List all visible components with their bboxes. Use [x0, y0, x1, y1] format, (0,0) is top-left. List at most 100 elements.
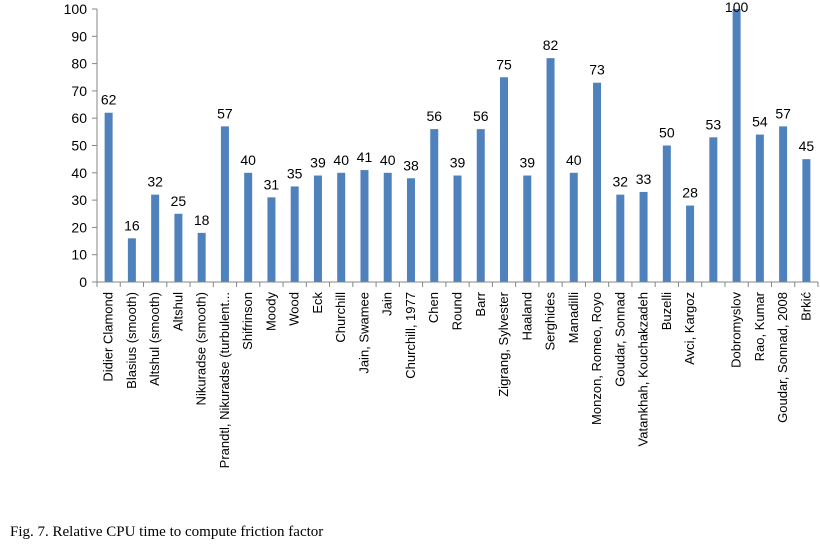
x-tick-label: Didier Clamond — [101, 292, 116, 382]
x-tick-label: Goudar, Sonnad — [612, 292, 627, 387]
data-label: 56 — [473, 108, 489, 124]
data-label: 50 — [659, 125, 675, 141]
data-label: 41 — [357, 149, 373, 165]
bar — [151, 194, 160, 282]
data-label: 32 — [147, 174, 163, 190]
x-tick-label: Manadilli — [566, 292, 581, 343]
y-tick-label: 50 — [71, 138, 87, 154]
bar — [639, 191, 648, 282]
x-tick-label: Nikuradse (smooth) — [194, 292, 209, 405]
data-label: 35 — [287, 165, 303, 181]
x-tick-label: Jain — [380, 292, 395, 316]
data-label: 38 — [403, 157, 419, 173]
x-tick-label: Chen — [426, 292, 441, 323]
bar — [290, 186, 299, 282]
x-tick-label: Churchill — [333, 292, 348, 343]
data-label: 18 — [194, 212, 210, 228]
y-tick-label: 100 — [64, 1, 88, 17]
data-label: 40 — [566, 152, 582, 168]
data-label: 40 — [380, 152, 396, 168]
x-tick-label: Round — [450, 292, 465, 330]
bar — [244, 172, 253, 282]
bar — [569, 172, 578, 282]
x-tick-label: Moody — [263, 292, 278, 332]
bar — [593, 82, 602, 283]
x-tick-label: Haaland — [519, 292, 534, 340]
x-tick-label: Shifrinson — [240, 292, 255, 350]
x-tick-label: Monzon, Romeo, Royo — [589, 292, 604, 425]
bar — [779, 126, 788, 282]
data-label: 73 — [589, 62, 605, 78]
data-label: 25 — [171, 193, 187, 209]
bar — [337, 172, 346, 282]
figure-caption: Fig. 7. Relative CPU time to compute fri… — [10, 524, 324, 540]
y-tick-label: 30 — [71, 192, 87, 208]
bar — [523, 175, 532, 282]
bar — [732, 9, 741, 282]
y-tick-label: 60 — [71, 110, 87, 126]
x-tick-label: Rao, Kumar — [752, 291, 767, 361]
x-tick-label: Barr — [473, 291, 488, 316]
bar — [476, 129, 485, 282]
y-tick-label: 40 — [71, 165, 87, 181]
x-tick-label: Dobromyslov — [729, 292, 744, 368]
x-tick-label: Altshul — [170, 292, 185, 331]
y-tick-label: 0 — [79, 274, 87, 290]
data-label: 53 — [706, 116, 722, 132]
data-label: 32 — [613, 174, 629, 190]
data-label: 39 — [450, 155, 466, 171]
bar — [383, 172, 392, 282]
y-tick-label: 20 — [71, 219, 87, 235]
x-tick-label: Eck — [310, 292, 325, 314]
bar-chart: 0 10 20 30 40 50 60 70 80 90 100 62 16 32 25 18 57 40 31 3… — [64, 0, 819, 468]
data-label: 28 — [682, 185, 698, 201]
bar — [616, 194, 625, 282]
data-label: 57 — [775, 105, 791, 121]
bar — [127, 238, 136, 282]
data-label: 75 — [496, 56, 512, 72]
bar — [709, 137, 718, 282]
y-tick-label: 90 — [71, 28, 87, 44]
y-tick-label: 80 — [71, 56, 87, 72]
data-label: 100 — [725, 0, 749, 15]
y-tick-label: 10 — [71, 247, 87, 263]
x-tick-label: Goudar, Sonnad, 2008 — [775, 292, 790, 423]
x-tick-label: Brkić — [798, 292, 813, 321]
y-axis: 0 10 20 30 40 50 60 70 80 90 100 — [64, 1, 97, 290]
bar — [686, 205, 695, 282]
x-tick-label: Avci, Kargoz — [682, 292, 697, 365]
data-label: 33 — [636, 171, 652, 187]
bar — [360, 170, 369, 282]
x-tick-label: Churchill, 1977 — [403, 292, 418, 379]
data-label: 45 — [799, 138, 815, 154]
x-tick-label: Buzelli — [659, 292, 674, 330]
x-tick-label: Wood — [287, 292, 302, 326]
data-label: 31 — [264, 176, 280, 192]
x-tick-label: Altshul (smooth) — [147, 292, 162, 386]
bar — [267, 197, 276, 282]
data-label: 62 — [101, 92, 117, 108]
x-tick-label: Zigrang, Sylvester — [496, 291, 511, 396]
bar — [104, 112, 113, 283]
bar — [220, 126, 229, 282]
data-label: 56 — [426, 108, 442, 124]
bar — [500, 77, 509, 282]
bar — [802, 159, 811, 282]
x-tick-label: Vatankhah, Kouchakzadeh — [636, 292, 651, 446]
x-tick-label: Prandtl, Nikuradse (turbulent... — [217, 292, 232, 468]
bar — [406, 178, 415, 282]
x-axis: Didier Clamond Blasius (smooth) Altshul (s… — [96, 282, 819, 468]
data-label: 57 — [217, 105, 233, 121]
y-tick-label: 70 — [71, 83, 87, 99]
data-label: 82 — [543, 37, 559, 53]
x-tick-label: Serghides — [543, 292, 558, 351]
data-labels: 62 16 32 25 18 57 40 31 35 39 40 41 40 38 56 39 56 75 39 82… — [101, 0, 815, 233]
bar — [313, 175, 322, 282]
bar — [453, 175, 462, 282]
x-tick-label: Jain, Swamee — [356, 292, 371, 374]
data-label: 40 — [333, 152, 349, 168]
data-label: 39 — [519, 155, 535, 171]
bar — [174, 213, 183, 282]
data-label: 40 — [240, 152, 256, 168]
bar — [546, 58, 555, 282]
